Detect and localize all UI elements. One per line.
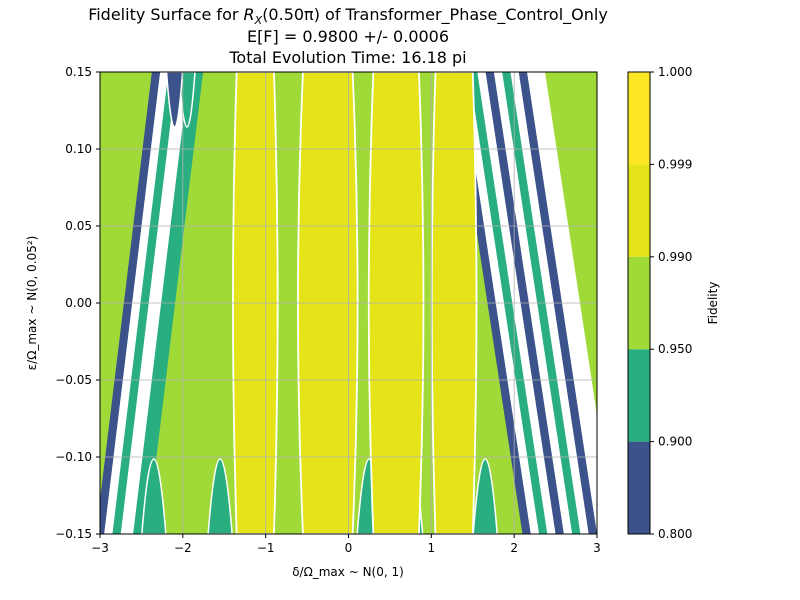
contour-decor-spike bbox=[207, 458, 233, 534]
colorbar-segment bbox=[628, 349, 650, 442]
contour-decor-spike bbox=[141, 458, 167, 534]
x-tick-label: 0 bbox=[345, 541, 353, 555]
x-tick-label: −2 bbox=[174, 541, 192, 555]
x-tick-label: 3 bbox=[593, 541, 601, 555]
y-tick-label: 0.05 bbox=[65, 219, 92, 233]
colorbar-frame bbox=[627, 71, 651, 535]
colorbar-label: Fidelity bbox=[706, 282, 720, 325]
chart-title-line-3: Total Evolution Time: 16.18 pi bbox=[228, 48, 466, 67]
x-tick-label: −3 bbox=[91, 541, 109, 555]
x-tick-label: 2 bbox=[510, 541, 518, 555]
y-tick-label: −0.15 bbox=[55, 527, 92, 541]
colorbar-tick-label: 0.950 bbox=[658, 342, 692, 356]
colorbar-tick-label: 0.800 bbox=[658, 527, 692, 541]
colorbar-segment bbox=[628, 72, 650, 165]
y-tick-label: −0.05 bbox=[55, 373, 92, 387]
contour-decor-spike bbox=[472, 458, 498, 534]
x-tick-label: −1 bbox=[257, 541, 275, 555]
colorbar-segment bbox=[628, 256, 650, 350]
y-axis: −0.15 −0.10 −0.05 0.00 0.05 0.10 0.15 bbox=[55, 65, 100, 541]
colorbar: 0.800 0.900 0.950 0.990 0.999 1.000 bbox=[627, 65, 692, 541]
colorbar-tick-label: 0.990 bbox=[658, 250, 692, 264]
y-tick-label: 0.00 bbox=[65, 296, 92, 310]
y-tick-label: −0.10 bbox=[55, 450, 92, 464]
colorbar-tick-label: 0.900 bbox=[658, 435, 692, 449]
chart-title-line-1: Fidelity Surface for RX(0.50π) of Transf… bbox=[88, 5, 608, 27]
x-axis: −3 −2 −1 0 1 2 3 bbox=[91, 534, 601, 555]
y-tick-label: 0.10 bbox=[65, 142, 92, 156]
plot-area bbox=[99, 71, 598, 535]
y-axis-label: ε/Ω_max ~ N(0, 0.05²) bbox=[25, 236, 39, 371]
x-axis-label: δ/Ω_max ~ N(0, 1) bbox=[292, 565, 404, 579]
colorbar-segment bbox=[628, 441, 650, 534]
x-tick-label: 1 bbox=[428, 541, 436, 555]
y-tick-label: 0.15 bbox=[65, 65, 92, 79]
colorbar-segment bbox=[628, 164, 650, 257]
chart-title-line-2: E[F] = 0.9800 +/- 0.0006 bbox=[247, 27, 449, 46]
contour-decor-spike bbox=[165, 72, 184, 128]
colorbar-tick-label: 1.000 bbox=[658, 65, 692, 79]
colorbar-tick-label: 0.999 bbox=[658, 157, 692, 171]
